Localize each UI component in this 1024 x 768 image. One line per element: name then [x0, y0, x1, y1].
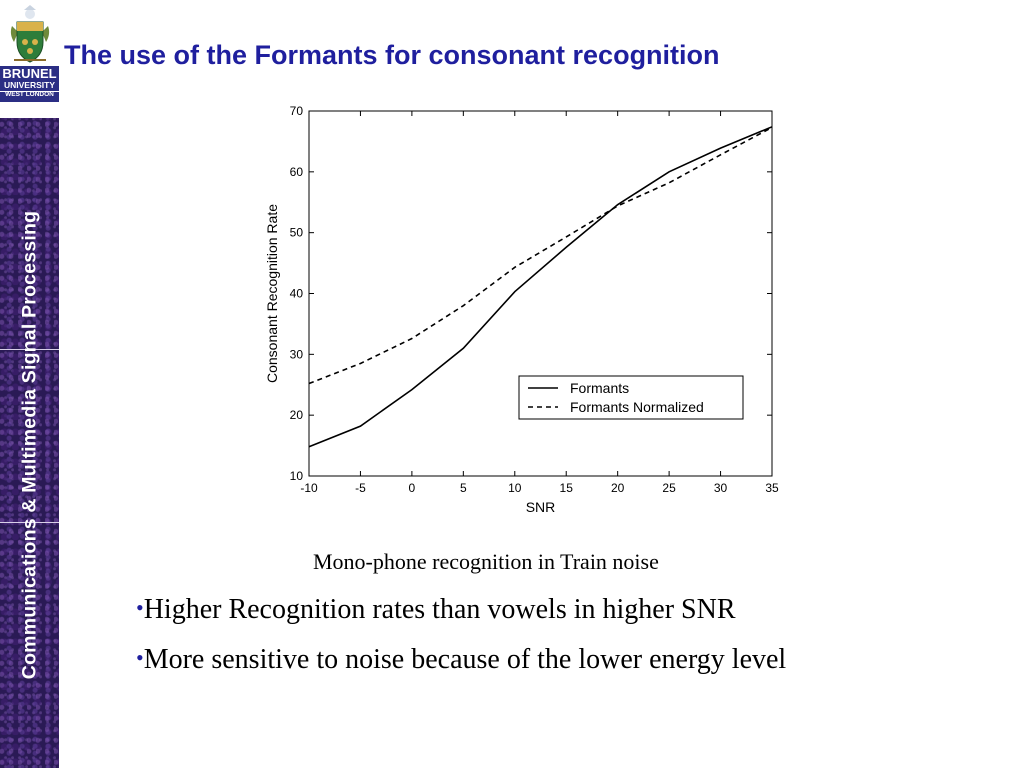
- sidebar-divider: [0, 522, 59, 523]
- sidebar: BRUNEL UNIVERSITY WEST LONDON Communicat…: [0, 0, 59, 768]
- x-tick-label: 30: [714, 481, 728, 495]
- y-tick-label: 40: [290, 287, 304, 301]
- bullet-item: •Higher Recognition rates than vowels in…: [136, 590, 786, 640]
- y-tick-label: 20: [290, 408, 304, 422]
- y-tick-label: 70: [290, 104, 304, 118]
- logo-line-university: UNIVERSITY: [0, 81, 59, 91]
- bullet-marker: •: [136, 595, 144, 620]
- y-tick-label: 10: [290, 469, 304, 483]
- x-tick-label: 10: [508, 481, 522, 495]
- bullet-list: •Higher Recognition rates than vowels in…: [136, 590, 786, 690]
- x-tick-label: 20: [611, 481, 625, 495]
- y-axis-label: Consonant Recognition Rate: [264, 204, 280, 383]
- y-tick-label: 60: [290, 165, 304, 179]
- x-tick-label: 0: [409, 481, 416, 495]
- bullet-marker: •: [136, 645, 144, 670]
- y-tick-label: 30: [290, 347, 304, 361]
- university-logo: BRUNEL UNIVERSITY WEST LONDON: [0, 0, 59, 118]
- series-line-formants: [308, 126, 773, 448]
- plot-frame: [308, 110, 773, 477]
- recognition-rate-chart: -10 -5 0 5 10 15 20 25 30 35 10 20 30 40 50 60 70 SNR Cons…: [264, 104, 779, 515]
- x-tick-label: -10: [300, 481, 318, 495]
- x-tick-label: 5: [460, 481, 467, 495]
- x-tick-label: 35: [765, 481, 779, 495]
- logo-line-west-london: WEST LONDON: [0, 91, 59, 102]
- bullet-text: More sensitive to noise because of the l…: [143, 644, 787, 675]
- slide-title: The use of the Formants for consonant re…: [64, 40, 720, 70]
- legend-label: Formants: [570, 380, 629, 396]
- x-axis-label: SNR: [526, 499, 556, 515]
- chart-caption: Mono-phone recognition in Train noise: [313, 549, 659, 574]
- sidebar-divider: [0, 349, 59, 350]
- x-tick-label: 15: [560, 481, 574, 495]
- series-line-formants-normalized: [308, 126, 773, 385]
- x-tick-label: 25: [662, 481, 676, 495]
- crest-icon: [10, 5, 50, 63]
- sidebar-vertical-title: Communications & Multimedia Signal Proce…: [18, 210, 41, 680]
- legend-label: Formants Normalized: [570, 399, 704, 415]
- x-tick-label: -5: [355, 481, 366, 495]
- bullet-text: Higher Recognition rates than vowels in …: [143, 594, 736, 625]
- bullet-item: •More sensitive to noise because of the …: [136, 640, 786, 690]
- logo-line-brunel: BRUNEL: [0, 66, 59, 81]
- y-tick-label: 50: [290, 226, 304, 240]
- legend-box: [518, 375, 744, 420]
